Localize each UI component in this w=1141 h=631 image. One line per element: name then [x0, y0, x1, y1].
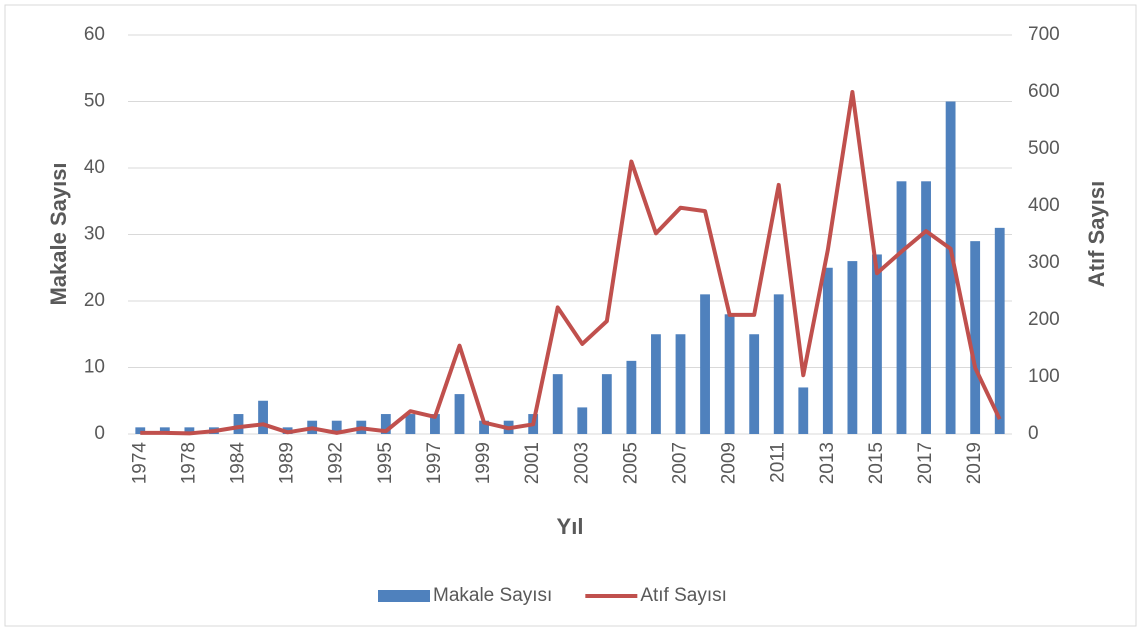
x-tick-label: 2003: [571, 442, 592, 484]
bar: [847, 261, 858, 434]
y-tick-label: 10: [84, 357, 105, 378]
y-tick-label: 40: [84, 157, 105, 178]
bar: [331, 420, 342, 434]
bar: [798, 387, 809, 434]
bar: [994, 227, 1005, 434]
bar: [822, 267, 833, 434]
x-tick-label: 2007: [670, 442, 691, 484]
x-tick-label: 2015: [866, 442, 887, 484]
x-tick-label: 2009: [719, 442, 740, 484]
bar: [159, 427, 170, 434]
y2-tick-label: 500: [1028, 138, 1060, 159]
y-tick-label: 60: [84, 24, 105, 45]
bar: [454, 394, 465, 434]
bar: [700, 294, 710, 434]
y-axis-title: Makale Sayısı: [46, 162, 71, 305]
bar: [945, 101, 956, 434]
x-tick-label: 1995: [375, 442, 396, 484]
y-tick-label: 0: [94, 423, 105, 444]
y2-tick-label: 300: [1028, 252, 1060, 273]
x-tick-label: 2011: [768, 442, 789, 483]
x-tick-label: 1989: [277, 442, 298, 484]
bar: [773, 294, 784, 434]
x-tick-label: 1978: [178, 442, 199, 484]
bar: [896, 181, 907, 434]
bar: [651, 334, 661, 434]
y-tick-label: 20: [84, 290, 105, 311]
bar: [970, 241, 981, 434]
x-tick-label: 2001: [522, 442, 543, 484]
y2-axis-title: Atıf Sayısı: [1084, 181, 1109, 287]
y-tick-label: 50: [84, 91, 105, 112]
y2-tick-label: 400: [1028, 195, 1060, 216]
bar: [184, 427, 195, 434]
bar: [552, 374, 563, 434]
x-tick-label: 1997: [424, 442, 445, 484]
bar: [872, 254, 882, 434]
bar: [626, 360, 637, 434]
bar: [233, 414, 244, 434]
y2-tick-label: 700: [1028, 24, 1060, 45]
bar: [601, 374, 612, 434]
legend-label: Atıf Sayısı: [640, 585, 727, 606]
x-tick-label: 2019: [964, 442, 985, 484]
x-tick-label: 1999: [473, 442, 494, 484]
bar: [921, 181, 931, 434]
y-tick-label: 30: [84, 224, 105, 245]
x-tick-label: 2017: [915, 442, 936, 484]
line: [140, 90, 1002, 436]
bar: [479, 420, 489, 434]
x-tick-label: 1992: [326, 442, 347, 484]
x-tick-label: 2013: [817, 442, 838, 484]
bar: [430, 414, 440, 434]
bar: [380, 414, 391, 434]
y2-tick-label: 0: [1028, 423, 1039, 444]
x-tick-label: 1984: [228, 442, 249, 485]
legend-swatch: [378, 590, 430, 602]
legend-label: Makale Sayısı: [433, 585, 552, 606]
x-tick-label: 1974: [129, 442, 150, 485]
bar: [749, 334, 760, 434]
bar: [405, 414, 416, 434]
bar: [258, 400, 268, 434]
bar: [675, 334, 686, 434]
y2-tick-label: 100: [1028, 366, 1060, 387]
y2-tick-label: 200: [1028, 309, 1060, 330]
bar: [135, 427, 146, 434]
x-tick-label: 2005: [620, 442, 641, 484]
bar: [577, 407, 588, 434]
y2-tick-label: 600: [1028, 81, 1060, 102]
x-axis-title: Yıl: [557, 514, 584, 539]
bar: [724, 314, 735, 434]
